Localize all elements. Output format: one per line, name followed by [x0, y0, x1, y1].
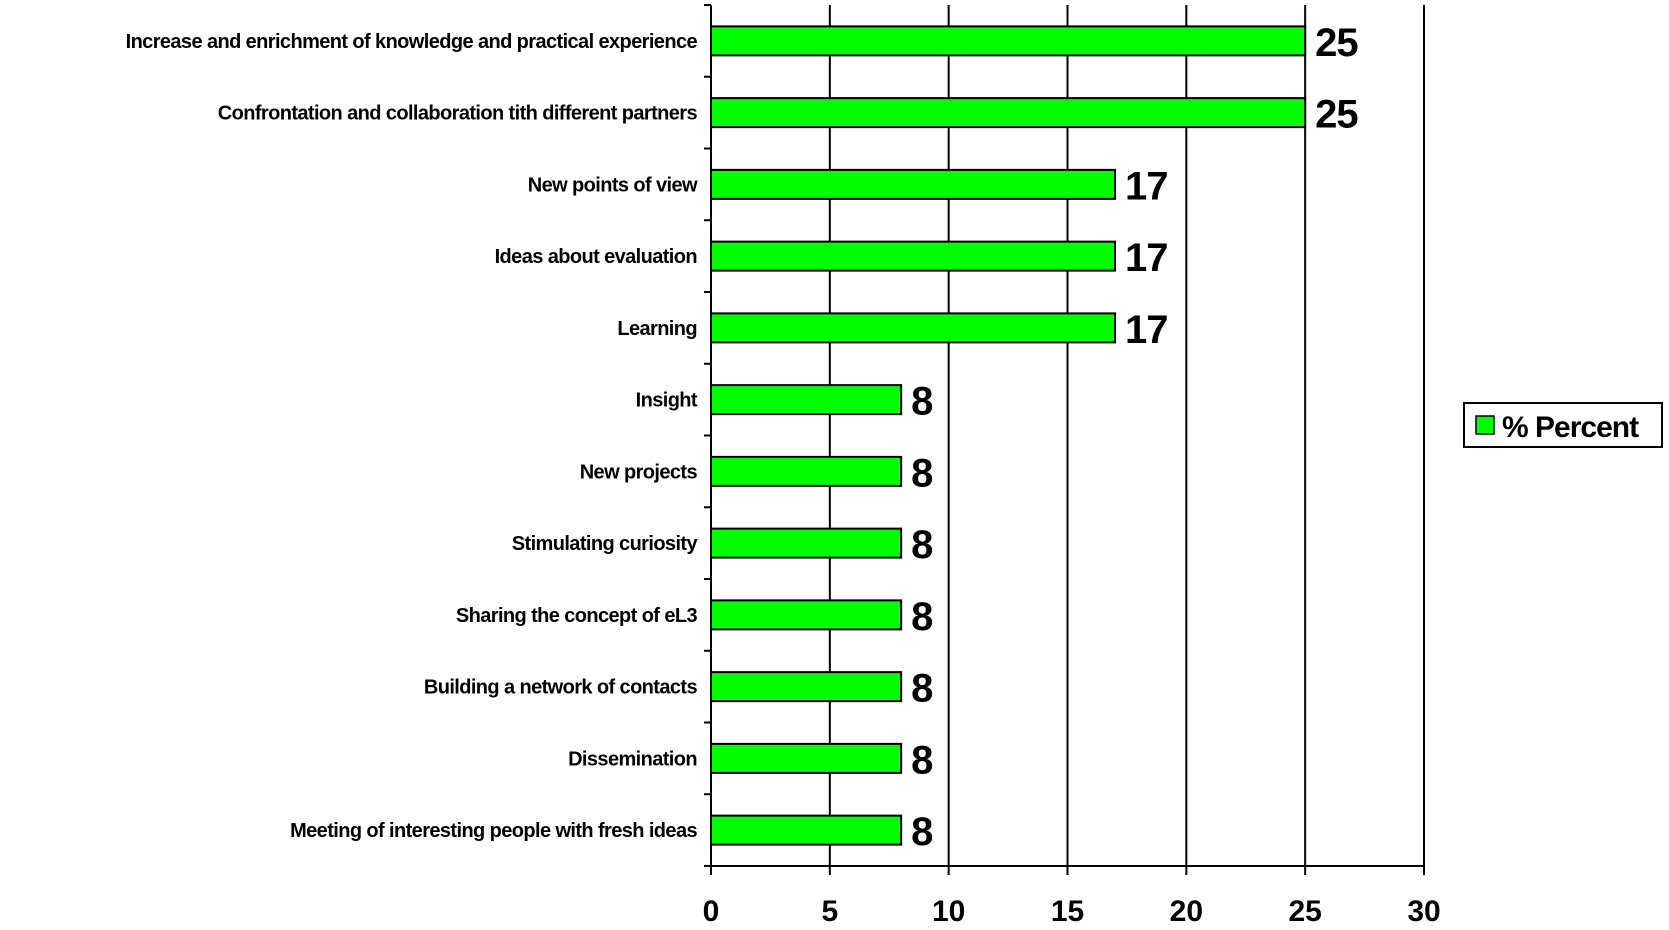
- category-label: New projects: [580, 461, 698, 483]
- data-label: 8: [911, 738, 933, 782]
- x-tick-label: 15: [1051, 895, 1084, 925]
- gridlines: [828, 5, 1425, 866]
- category-label: New points of view: [528, 174, 698, 196]
- labels: Increase and enrichment of knowledge and…: [126, 21, 1360, 854]
- data-label: 8: [911, 595, 933, 639]
- bar: [710, 168, 1117, 200]
- x-tick-label: 10: [932, 895, 965, 925]
- bar: [710, 742, 903, 774]
- category-label: Building a network of contacts: [424, 677, 698, 699]
- data-label: 8: [911, 380, 933, 424]
- bar: [710, 312, 1117, 344]
- data-label: 25: [1315, 21, 1358, 65]
- x-tick-label: 5: [821, 895, 838, 925]
- data-label: 17: [1125, 236, 1168, 280]
- legend-label: % Percent: [1502, 411, 1639, 444]
- data-label: 8: [911, 451, 933, 495]
- x-tick-label: 20: [1170, 895, 1203, 925]
- data-label: 8: [911, 810, 933, 854]
- bar: [710, 814, 903, 846]
- category-label: Ideas about evaluation: [495, 246, 697, 268]
- category-label: Confrontation and collaboration tith dif…: [218, 103, 698, 125]
- legend-swatch: [1475, 415, 1495, 435]
- x-tick-label: 30: [1407, 895, 1440, 925]
- category-label: Stimulating curiosity: [512, 533, 699, 555]
- bar: [710, 527, 903, 559]
- legend-box: [1463, 402, 1663, 448]
- category-label: Dissemination: [568, 748, 697, 770]
- bar: [710, 97, 1307, 129]
- bar: [710, 671, 903, 703]
- x-tick-label: 0: [703, 895, 720, 925]
- bars: [710, 25, 1307, 846]
- bar: [710, 599, 903, 631]
- data-label: 8: [911, 523, 933, 567]
- bar: [710, 384, 903, 416]
- data-label: 8: [911, 667, 933, 711]
- bar: [710, 455, 903, 487]
- data-label: 25: [1315, 93, 1358, 137]
- axes: 0 5 10 15 20 25 30: [703, 4, 1441, 928]
- category-label: Sharing the concept of eL3: [456, 605, 698, 627]
- category-label: Meeting of interesting people with fresh…: [290, 820, 697, 842]
- category-label: Increase and enrichment of knowledge and…: [126, 31, 698, 53]
- legend: % Percent: [1463, 402, 1663, 448]
- category-label: Insight: [636, 390, 698, 412]
- category-label: Learning: [617, 318, 697, 340]
- data-label: 17: [1125, 308, 1168, 352]
- data-label: 17: [1125, 164, 1168, 208]
- bar: [710, 240, 1117, 272]
- x-tick-label: 25: [1288, 895, 1321, 925]
- bar: [710, 25, 1307, 57]
